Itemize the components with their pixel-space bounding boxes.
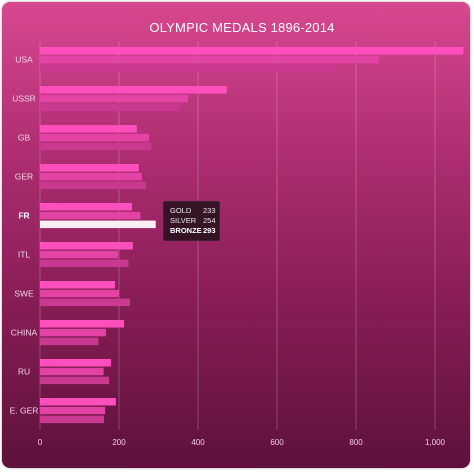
category-label: CHINA [11, 328, 38, 338]
bar-ger-silver[interactable] [40, 172, 142, 181]
x-tick-label: 0 [38, 438, 43, 447]
tooltip-label: SILVER [170, 216, 197, 225]
tooltip-value: 293 [203, 226, 216, 235]
category-label: USA [15, 55, 33, 65]
bar-gb-bronze[interactable] [40, 142, 152, 151]
bar-ussr-gold[interactable] [40, 86, 227, 94]
bar-china-bronze[interactable] [40, 337, 99, 346]
bar-ru-gold[interactable] [40, 359, 112, 367]
category-label: GB [18, 133, 31, 143]
tooltip-value: 233 [203, 206, 216, 215]
bar-eger-bronze[interactable] [40, 415, 104, 424]
bar-eger-silver[interactable] [40, 406, 106, 415]
bar-ger-gold[interactable] [40, 164, 139, 172]
tooltip-label: BRONZE [170, 226, 202, 235]
category-label: ITL [18, 250, 31, 260]
category-label: USSR [12, 94, 36, 104]
bar-usa-silver[interactable] [40, 55, 379, 64]
bar-gb-gold[interactable] [40, 125, 137, 133]
x-tick-label: 1,000 [425, 438, 446, 447]
bar-ussr-bronze[interactable] [40, 103, 181, 112]
bar-ussr-silver[interactable] [40, 94, 189, 103]
chart-title: OLYMPIC MEDALS 1896-2014 [149, 20, 334, 35]
x-tick-label: 200 [112, 438, 126, 447]
bar-ru-silver[interactable] [40, 367, 104, 376]
bar-fr-silver[interactable] [40, 211, 141, 220]
category-label: SWE [14, 289, 34, 299]
bar-swe-bronze[interactable] [40, 298, 131, 307]
category-label: E. GER [10, 406, 39, 416]
bar-ru-bronze[interactable] [40, 376, 110, 385]
x-tick-label: 400 [191, 438, 205, 447]
bar-ger-bronze[interactable] [40, 181, 146, 190]
x-tick-labels: 0 200 400 600 800 1,000 [38, 438, 446, 447]
bar-usa-bronze[interactable] [40, 64, 337, 73]
bar-fr-gold[interactable] [40, 203, 133, 211]
tooltip-box [162, 200, 221, 242]
bar-gb-silver[interactable] [40, 133, 150, 142]
x-tick-label: 800 [349, 438, 363, 447]
x-tick-label: 600 [270, 438, 284, 447]
category-label: RU [18, 367, 30, 377]
bar-china-silver[interactable] [40, 328, 106, 337]
bars [40, 47, 464, 424]
chart-card: OLYMPIC MEDALS 1896-2014 USA USSR GB GER FR I… [2, 2, 470, 468]
bar-swe-silver[interactable] [40, 289, 119, 298]
bar-usa-gold[interactable] [40, 47, 464, 55]
bar-swe-gold[interactable] [40, 281, 116, 289]
category-labels: USA USSR GB GER FR ITL SWE CHINA RU E. GER [10, 55, 39, 416]
bar-china-gold[interactable] [40, 320, 125, 328]
category-label: GER [15, 172, 33, 182]
bar-fr-bronze[interactable] [40, 220, 156, 229]
bar-itl-silver[interactable] [40, 250, 119, 259]
medals-bar-chart: OLYMPIC MEDALS 1896-2014 USA USSR GB GER FR I… [10, 20, 464, 447]
bar-eger-gold[interactable] [40, 398, 116, 406]
tooltip-value: 254 [203, 216, 216, 225]
bar-itl-bronze[interactable] [40, 259, 129, 268]
tooltip-label: GOLD [170, 206, 192, 215]
category-label: FR [18, 211, 29, 221]
bar-itl-gold[interactable] [40, 242, 133, 250]
